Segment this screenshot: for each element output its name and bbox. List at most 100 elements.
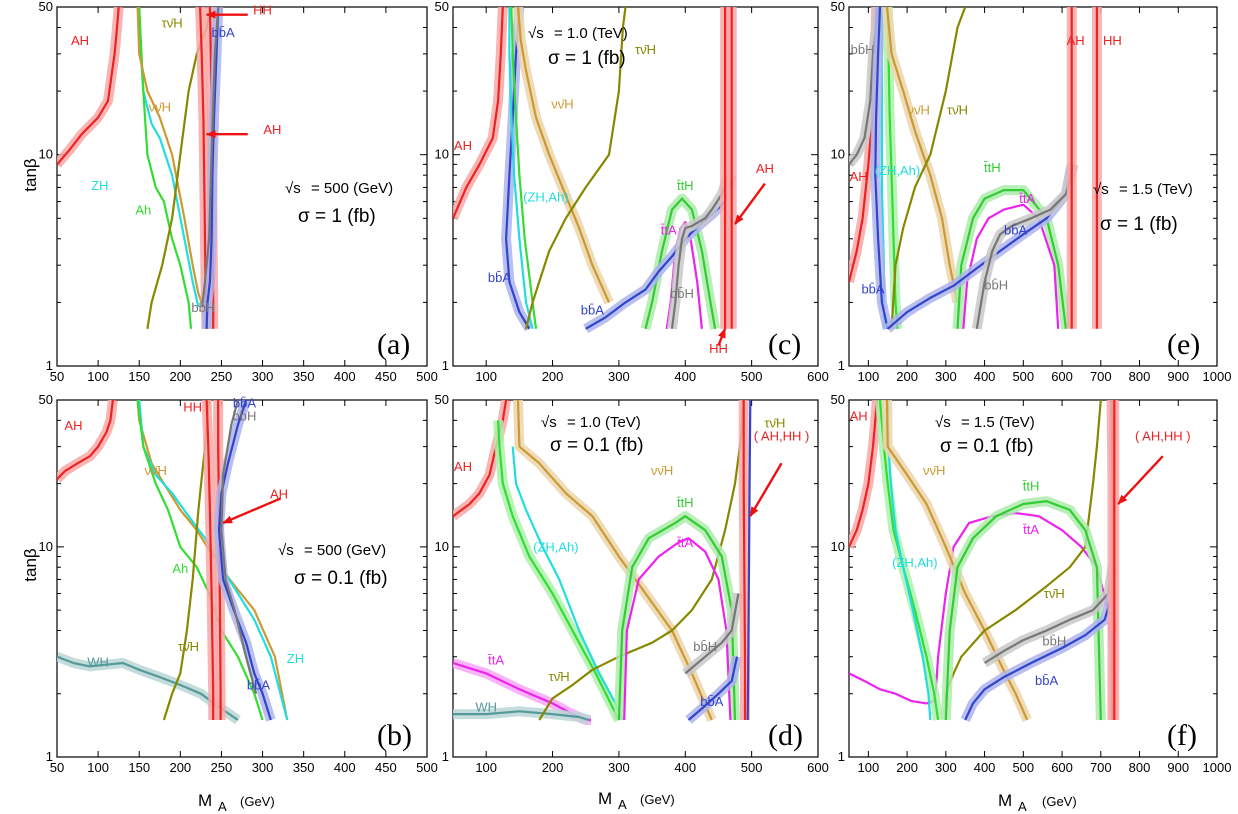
x-tick-label: 600 — [807, 760, 829, 775]
y-tick-label: 1 — [46, 358, 53, 373]
panel-b: 1 10 50 50 100 150 200 250 300 350 400 450 500 AH HH bb… — [39, 392, 438, 775]
panel-f: 1 10 50 100 200 300 400 500 600 700 800 900 1000 AH ( … — [831, 392, 1232, 775]
series-label: (ZH,Ah) — [892, 555, 938, 570]
x-tick-label: 200 — [542, 369, 564, 384]
series-label: bb̄H — [984, 278, 1008, 293]
y-tick-label: 1 — [838, 749, 845, 764]
x-tick-label: 900 — [1167, 760, 1189, 775]
series-line-bbA — [217, 400, 272, 721]
series-line-ZH — [138, 400, 289, 721]
x-tick-label: 600 — [1051, 760, 1073, 775]
panel-e: 1 10 50 100 200 300 400 500 600 700 800 900 1000 bb̄H… — [831, 0, 1232, 384]
series-label: AH — [64, 418, 82, 433]
series-label: bb̄A — [861, 282, 884, 297]
x-tick-label: 1000 — [1203, 760, 1232, 775]
x-tick-label: 450 — [375, 369, 397, 384]
cross-section-label: σ = 0.1 (fb) — [940, 436, 1034, 457]
series-line-Ah — [136, 400, 264, 721]
panel-c: 1 10 50 100 200 300 400 500 600 AH νν̄H τν̄H (ZH,Ah)… — [435, 0, 829, 384]
series-line-bbA — [205, 7, 220, 329]
x-tick-label: 800 — [1129, 760, 1151, 775]
sqrt-s-symbol: √s — [278, 542, 294, 559]
series-line-HH — [205, 400, 215, 720]
y-axis-title-top: tanβ — [21, 158, 40, 192]
cross-section-label: σ = 0.1 (fb) — [294, 568, 388, 589]
series-line-ZH — [511, 446, 624, 721]
series-line-ttH — [944, 500, 1102, 721]
series-label: bb̄H — [1042, 633, 1066, 648]
series-line-bbH — [670, 174, 730, 329]
plot-frame — [56, 6, 428, 367]
series-line-bbH — [201, 7, 220, 308]
series-line-bbA — [505, 7, 531, 330]
sqrt-s-value: = 1.5 (TeV) — [1119, 181, 1193, 198]
y-tick-label: 50 — [39, 392, 53, 407]
annotation-arrow — [222, 497, 282, 525]
series-label: (ZH,Ah) — [523, 190, 569, 205]
series-label: bb̄A — [247, 677, 270, 692]
annotation-arrow — [734, 182, 766, 225]
sqrt-s-value: = 500 (GeV) — [304, 542, 386, 559]
panel-tag: (b) — [377, 719, 412, 752]
series-line-ZH — [886, 400, 932, 721]
series-label: bb̄A — [233, 396, 256, 411]
cross-section-label: σ = 0.1 (fb) — [550, 435, 644, 456]
y-tick-label: 10 — [39, 147, 53, 162]
x-tick-label: 900 — [1167, 369, 1189, 384]
x-tick-label: 200 — [896, 760, 918, 775]
x-tick-label: 50 — [50, 760, 64, 775]
sqrt-s-value: = 1.0 (TeV) — [567, 414, 641, 431]
x-axis-title-sub: A — [1018, 799, 1027, 814]
series-label: HH — [709, 341, 728, 356]
y-tick-label: 50 — [831, 0, 845, 14]
sqrt-s-symbol: √s — [1093, 181, 1109, 198]
x-axis-title-sub: A — [618, 797, 627, 812]
series-line-ttH — [644, 197, 717, 330]
cross-section-label: σ = 1 (fb) — [548, 48, 626, 69]
series-line-ZH — [508, 7, 534, 330]
series-label: WH — [87, 654, 109, 669]
x-tick-label: 500 — [1012, 760, 1034, 775]
y-tick-label: 1 — [442, 749, 449, 764]
x-axis-title-unit: (GeV) — [240, 794, 275, 809]
x-tick-label: 100 — [87, 369, 109, 384]
y-tick-label: 50 — [435, 392, 449, 407]
x-tick-label: 300 — [935, 760, 957, 775]
x-tick-label: 300 — [935, 369, 957, 384]
series-label: νν̄H — [551, 97, 573, 112]
annotation-arrow — [1117, 455, 1164, 505]
x-tick-label: 100 — [858, 369, 880, 384]
x-axis-title-sub: A — [218, 799, 227, 814]
series-group — [849, 7, 1102, 333]
series-label: AH — [756, 161, 774, 176]
x-axis-title-d: M A (GeV) — [598, 789, 675, 812]
x-tick-label: 500 — [741, 369, 763, 384]
x-tick-label: 150 — [128, 760, 150, 775]
series-line-ttA — [849, 511, 1116, 721]
x-axis-title-main: M — [598, 789, 612, 808]
cross-section-label: σ = 1 (fb) — [1100, 214, 1178, 235]
series-label: bb̄A — [1035, 673, 1058, 688]
sqrt-s-symbol: √s — [935, 414, 951, 431]
x-tick-label: 600 — [1051, 369, 1073, 384]
x-tick-label: 300 — [252, 369, 274, 384]
series-line-ttA — [623, 537, 732, 721]
series-label: bb̄A — [212, 25, 235, 40]
x-tick-label: 400 — [334, 760, 356, 775]
series-group — [453, 400, 752, 725]
x-tick-label: 50 — [50, 369, 64, 384]
annotation-arrow — [717, 327, 727, 346]
y-tick-label: 50 — [39, 0, 53, 14]
series-line-WH — [57, 655, 239, 721]
series-label: ZH — [91, 178, 108, 193]
x-tick-label: 400 — [674, 369, 696, 384]
series-label: νν̄H — [923, 463, 945, 478]
series-line-AH — [453, 7, 504, 219]
x-tick-label: 300 — [252, 760, 274, 775]
series-label: bb̄A — [700, 694, 723, 709]
y-tick-label: 10 — [39, 539, 53, 554]
plot-frame — [452, 6, 819, 367]
x-tick-label: 200 — [169, 760, 191, 775]
x-tick-label: 700 — [1090, 369, 1112, 384]
